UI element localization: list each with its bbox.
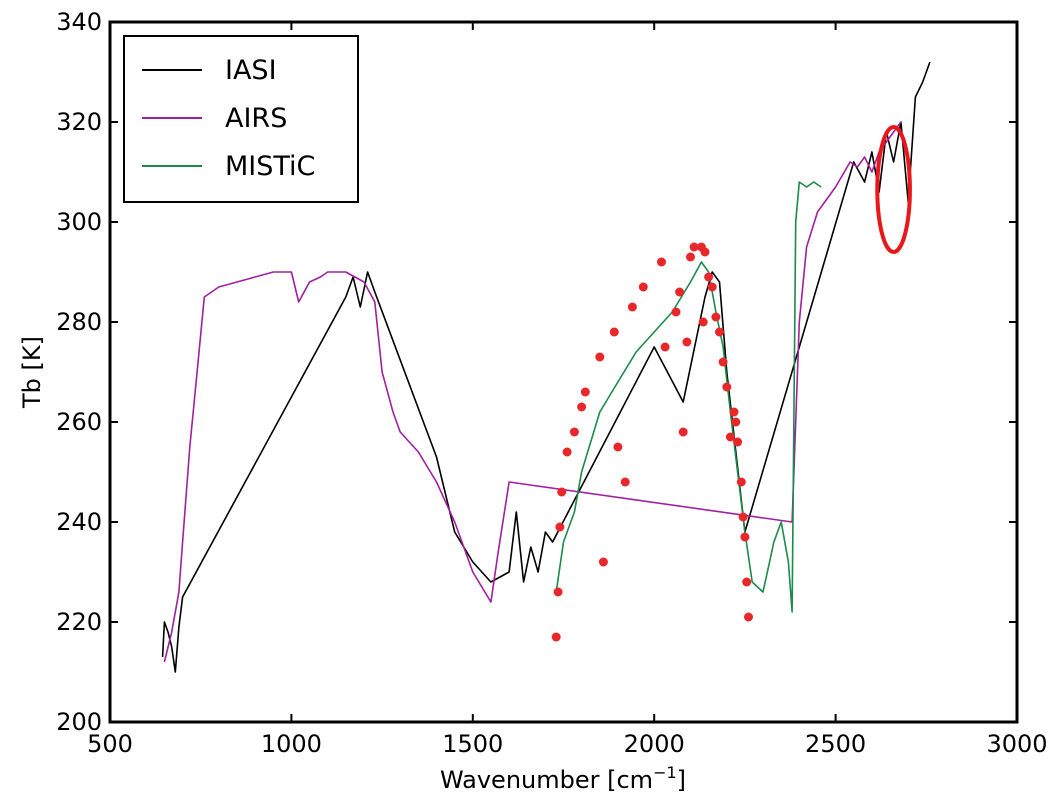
series-line-iasi <box>161 61 931 673</box>
y-tick-label: 240 <box>56 508 102 536</box>
legend: IASI AIRS MISTiC <box>123 35 359 203</box>
data-point <box>595 352 605 362</box>
legend-label-airs: AIRS <box>225 103 287 134</box>
data-point <box>613 442 623 452</box>
y-tick-label: 340 <box>56 8 102 36</box>
x-tick-label: 1000 <box>261 730 322 758</box>
data-point <box>718 357 728 367</box>
data-point <box>707 282 717 292</box>
data-point <box>553 587 563 597</box>
y-tick-label: 260 <box>56 408 102 436</box>
data-point <box>675 287 685 297</box>
data-point <box>700 247 710 257</box>
data-point <box>738 512 748 522</box>
data-point <box>638 282 648 292</box>
series-line-mistic <box>555 181 822 613</box>
data-point <box>562 447 572 457</box>
data-point <box>729 407 739 417</box>
y-tick-label: 220 <box>56 608 102 636</box>
data-point <box>744 612 753 622</box>
data-point <box>557 487 567 497</box>
y-tick-label: 320 <box>56 108 102 136</box>
plot-area <box>161 61 931 673</box>
data-point <box>580 387 590 397</box>
legend-label-mistic: MISTiC <box>225 151 315 182</box>
data-point <box>742 577 752 587</box>
data-point <box>551 632 561 642</box>
data-point <box>671 307 681 317</box>
data-point <box>736 477 746 487</box>
y-tick-label: 280 <box>56 308 102 336</box>
data-point <box>740 532 750 542</box>
data-point <box>689 242 699 252</box>
data-point <box>682 337 692 347</box>
data-point <box>627 302 637 312</box>
data-point <box>725 432 735 442</box>
data-point <box>731 417 741 427</box>
x-tick-label: 500 <box>87 730 133 758</box>
data-point <box>657 257 666 267</box>
data-point <box>715 327 724 337</box>
data-point <box>733 437 743 447</box>
data-point <box>678 427 688 437</box>
data-point <box>569 427 579 437</box>
series-line-airs <box>163 121 902 663</box>
data-point <box>660 342 670 352</box>
data-point <box>704 272 714 282</box>
x-tick-label: 2000 <box>624 730 685 758</box>
x-tick-label: 2500 <box>805 730 866 758</box>
data-point <box>722 382 732 392</box>
x-axis-label: Wavenumber [cm−1] <box>440 763 686 794</box>
data-point <box>698 317 708 327</box>
y-tick-label: 300 <box>56 208 102 236</box>
data-point <box>555 522 565 532</box>
highlight-ellipse <box>875 125 912 254</box>
x-tick-label: 3000 <box>986 730 1047 758</box>
data-point <box>598 557 608 567</box>
y-tick-label: 200 <box>56 708 102 736</box>
y-axis-label: Tb [K] <box>18 336 46 409</box>
data-point <box>711 312 721 322</box>
legend-label-iasi: IASI <box>225 55 277 86</box>
x-tick-label: 1500 <box>442 730 503 758</box>
axis-ticks: 500 1000 1500 2000 2500 3000 200 220 240 260 280 30… <box>56 8 1047 758</box>
data-point <box>577 402 587 412</box>
data-point <box>609 327 619 337</box>
data-point <box>686 252 695 262</box>
plot-frame <box>108 20 1019 724</box>
data-point <box>620 477 630 487</box>
